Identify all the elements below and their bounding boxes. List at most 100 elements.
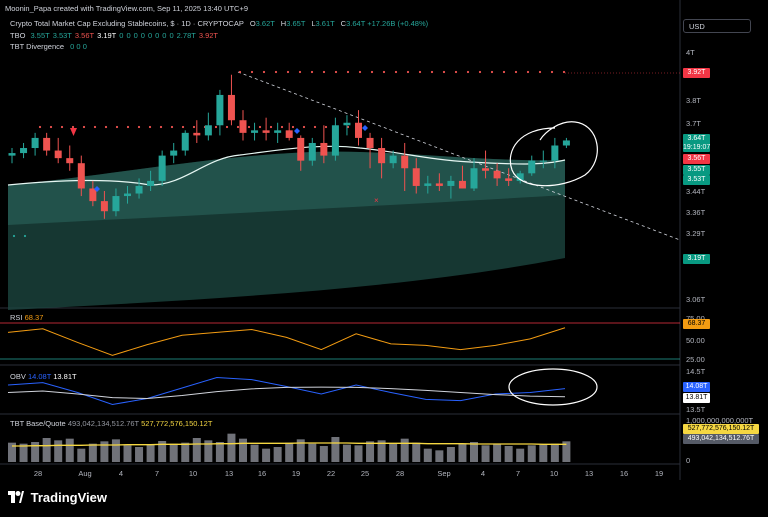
candle-body	[493, 170, 501, 179]
volume-name: TBT Base/Quote	[10, 419, 66, 428]
x-tick: 28	[395, 469, 405, 478]
attribution: Moonin_Papa created with TradingView.com…	[5, 4, 248, 13]
resistance-dot	[490, 70, 494, 74]
volume-bar	[470, 442, 478, 462]
candle-body	[124, 193, 131, 197]
resistance-dot	[148, 125, 152, 129]
volume-bar	[192, 438, 201, 462]
resistance-dot	[269, 125, 273, 129]
resistance-dot	[514, 70, 518, 74]
resistance-dot	[82, 125, 86, 129]
candle-body	[227, 94, 235, 121]
diamond-marker	[294, 128, 300, 134]
candle-body	[135, 185, 143, 194]
volume-bar	[504, 446, 513, 462]
volume-bar	[412, 442, 421, 462]
volume-bar	[435, 450, 444, 462]
price-label-3.56T: 3.56T	[683, 154, 710, 164]
price-tick: 3.8T	[686, 96, 702, 105]
resistance-dot	[71, 125, 75, 129]
tbo-legend: TBO 3.55T 3.53T 3.56T 3.19T 0 0 0 0 0 0 0 0 2.78T 3.9…	[10, 31, 218, 40]
resistance-dot	[370, 70, 374, 74]
obv-ma-label: 13.81T	[683, 393, 710, 403]
resistance-dot	[291, 125, 295, 129]
rsi-legend: RSI 68.37	[10, 313, 43, 322]
candle-body	[181, 132, 189, 151]
resistance-dot	[526, 70, 530, 74]
x-tick: 19	[291, 469, 301, 478]
candle-body	[239, 120, 247, 133]
rsi-tick: 50.00	[686, 336, 705, 345]
resistance-dot	[310, 70, 314, 74]
candle-body	[8, 153, 16, 156]
resistance-dot	[274, 70, 278, 74]
obv-name: OBV	[10, 372, 26, 381]
volume-base-line	[12, 442, 567, 447]
volume-bar	[77, 448, 86, 462]
obv-value-1: 14.08T	[27, 372, 52, 381]
resistance-dot	[137, 125, 141, 129]
resistance-dot	[298, 70, 302, 74]
candle-body	[216, 94, 224, 126]
resistance-dot	[538, 70, 542, 74]
price-tick: 3.29T	[686, 229, 706, 238]
volume-bar	[19, 443, 28, 462]
rsi-line	[7, 327, 566, 356]
x-tick: 10	[188, 469, 198, 478]
x-tick: 13	[224, 469, 234, 478]
candle-body	[551, 145, 559, 161]
resistance-dot	[170, 125, 174, 129]
tbo-value: 2.78T	[176, 31, 196, 40]
tbo-value: 3.56T	[74, 31, 95, 40]
volume-bar	[250, 444, 259, 462]
price-tick: 4T	[686, 48, 695, 57]
price-tick: 3.44T	[686, 187, 706, 196]
x-tick: 28	[33, 469, 43, 478]
volume-bar	[446, 447, 455, 462]
rsi-tick: 25.00	[686, 355, 705, 364]
candle-body	[458, 180, 466, 189]
candle-body	[424, 183, 432, 186]
tbt-value-1: 0	[70, 42, 75, 51]
resistance-dot	[550, 70, 554, 74]
volume-bar	[562, 441, 571, 462]
resistance-dot	[302, 125, 306, 129]
x-tick: 13	[584, 469, 594, 478]
obv-value-2: 13.81T	[53, 372, 77, 381]
candle-body	[251, 130, 259, 133]
price-tick: 3.36T	[686, 208, 706, 217]
rsi-value-label: 68.37	[683, 319, 710, 329]
support-dot	[23, 234, 27, 238]
candle-body	[355, 122, 362, 138]
tbo-value: 3.92T	[198, 31, 219, 40]
countdown: 19:19:07	[683, 144, 711, 151]
volume-tick: 1,000,000,000,000T	[686, 416, 754, 425]
volume-bar	[146, 444, 155, 462]
tbo-value: 0	[169, 31, 174, 40]
candle-body	[412, 168, 420, 186]
obv-tick: 14.5T	[686, 367, 706, 376]
obv-label: 14.08T	[683, 382, 710, 392]
resistance-dot	[430, 70, 434, 74]
rsi-name: RSI	[10, 313, 23, 322]
volume-bar	[8, 442, 16, 462]
volume-value-1: 493,042,134,512.76T	[67, 419, 140, 428]
volume-bar	[158, 441, 167, 462]
tbo-value: 0	[162, 31, 167, 40]
currency-button[interactable]: USD	[683, 19, 751, 33]
sell-signal-arrow	[70, 128, 77, 136]
annotation-circle	[509, 121, 598, 187]
resistance-dot	[104, 125, 108, 129]
volume-tick: 0	[686, 456, 691, 465]
price-label-3.92T: 3.92T	[683, 68, 710, 78]
x-tick: 10	[549, 469, 559, 478]
candle-body	[193, 132, 201, 136]
volume-bar	[550, 443, 559, 462]
brand-logo: TradingView	[8, 490, 107, 505]
candle-body	[262, 130, 270, 133]
ohlc-high-label: H	[280, 19, 287, 28]
resistance-dot	[225, 125, 229, 129]
tbo-values: 3.55T 3.53T 3.56T 3.19T 0 0 0 0 0 0 0 0 2.78T 3.92T	[28, 31, 219, 40]
last-price: 3.64T	[687, 135, 706, 142]
